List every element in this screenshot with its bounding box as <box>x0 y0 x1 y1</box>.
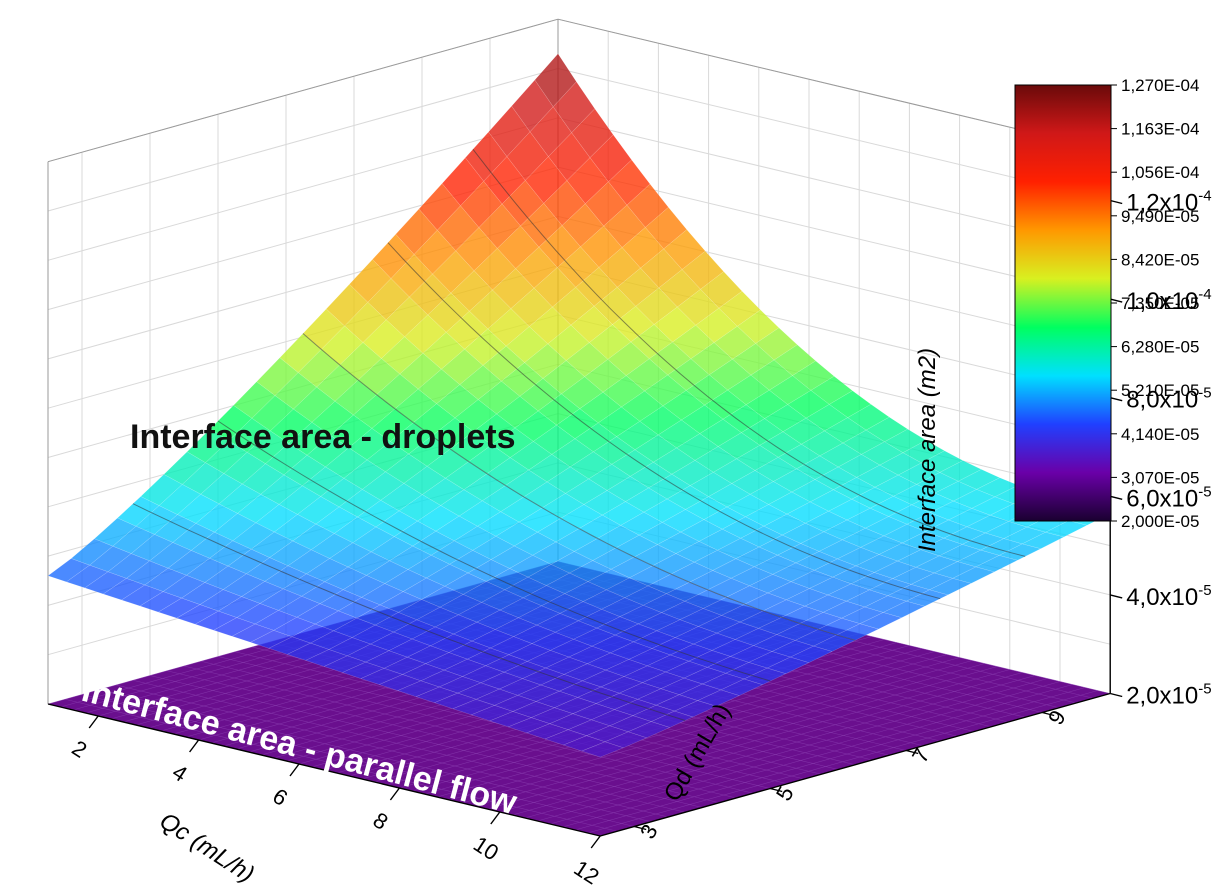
surface-cell <box>581 741 624 758</box>
floor-mesh-line <box>132 679 686 813</box>
x-tick <box>389 787 400 801</box>
x-axis-line <box>47 703 601 837</box>
colorbar-label: 9,490E-05 <box>1121 207 1199 226</box>
surface-cell <box>766 656 810 674</box>
y-axis-line <box>600 692 1111 837</box>
z-tick-label: 1,0x10-4 <box>1126 286 1211 315</box>
floor-mesh-line <box>149 675 703 808</box>
z-tick-exponent: -5 <box>1198 483 1211 500</box>
colorbar: 1,270E-04 1,163E-04 1,056E-04 9,490E-05 8,42… <box>1014 76 1199 531</box>
z-tick-label: 2,0x10-5 <box>1126 681 1211 710</box>
y-tick <box>770 787 783 793</box>
x-tick-label: 10 <box>469 831 503 865</box>
z-axis-title: Interface area (m2) <box>914 348 941 552</box>
y-tick-label: 5 <box>771 782 799 805</box>
y-tick-label: 9 <box>1043 706 1071 729</box>
z-tick-label: 1,2x10-4 <box>1126 188 1211 217</box>
z-tick <box>1110 495 1123 500</box>
y-tick-label: 3 <box>635 820 663 843</box>
colorbar-label: 6,280E-05 <box>1121 338 1199 357</box>
surface-cell <box>789 645 833 663</box>
z-tick <box>1110 692 1123 698</box>
floor-mesh-line <box>81 694 635 827</box>
colorbar-label: 8,420E-05 <box>1121 250 1199 269</box>
colorbar-label: 1,163E-04 <box>1121 120 1199 139</box>
x-tick <box>289 763 300 777</box>
z-tick <box>1110 397 1123 402</box>
z-tick-label: 8,0x10-5 <box>1126 385 1211 414</box>
x-tick <box>88 715 99 729</box>
floor-mesh-line <box>183 665 737 799</box>
surface-contour <box>302 333 856 641</box>
z-tick <box>1110 298 1123 303</box>
box-edge <box>47 18 559 163</box>
z-tick-exponent: -5 <box>1198 385 1211 402</box>
colorbar-label: 1,270E-04 <box>1121 76 1199 95</box>
x-tick-label: 12 <box>569 855 603 889</box>
z-tick-exponent: -4 <box>1198 188 1211 205</box>
colorbar-label: 1,056E-04 <box>1121 163 1199 182</box>
floor-mesh-line <box>217 656 771 789</box>
y-tick-label: 7 <box>907 744 935 767</box>
grid-line-z <box>47 117 559 261</box>
floor-mesh-line <box>98 689 652 823</box>
surface-cell <box>882 600 926 618</box>
surface-contour <box>387 242 941 600</box>
z-tick-exponent: -4 <box>1198 286 1211 303</box>
grid-line-z <box>47 68 559 212</box>
z-tick-exponent: -5 <box>1198 681 1211 698</box>
z-tick-exponent: -5 <box>1198 582 1211 599</box>
floor-mesh-line <box>166 670 720 804</box>
x-axis-title: Qc (mL/h) <box>155 807 259 888</box>
surface-cell <box>952 566 995 584</box>
colorbar-label: 5,210E-05 <box>1121 381 1199 400</box>
z-tick <box>1110 594 1123 599</box>
x-tick-label: 2 <box>67 735 91 763</box>
z-tick <box>1110 199 1123 205</box>
colorbar-bar <box>1014 84 1112 522</box>
y-tick <box>906 749 919 755</box>
floor-mesh-line <box>200 660 754 794</box>
y-tick <box>634 825 647 831</box>
x-tick <box>590 835 601 849</box>
y-tick <box>1042 711 1055 717</box>
floor-mesh-line <box>115 684 669 818</box>
droplets-surface <box>47 53 1111 758</box>
x-tick <box>189 739 200 753</box>
annotation-droplets: Interface area - droplets <box>130 418 515 456</box>
x-tick-label: 6 <box>268 783 292 811</box>
surface-cell <box>743 667 787 685</box>
surface-contour <box>132 503 686 721</box>
x-tick-label: 8 <box>369 807 393 835</box>
colorbar-label: 3,070E-05 <box>1121 468 1199 487</box>
surface-contour <box>472 148 1026 557</box>
surface-contour <box>217 420 771 682</box>
x-tick <box>490 811 501 825</box>
colorbar-label: 4,140E-05 <box>1121 425 1199 444</box>
surface-cell <box>627 721 671 739</box>
colorbar-label: 7,350E-05 <box>1121 294 1199 313</box>
x-tick-label: 4 <box>168 759 192 787</box>
z-tick-label: 6,0x10-5 <box>1126 483 1211 512</box>
colorbar-label: 2,000E-05 <box>1121 512 1199 531</box>
floor-mesh-line <box>64 698 618 832</box>
surface-cell <box>975 555 1019 573</box>
z-tick-label: 4,0x10-5 <box>1126 582 1211 611</box>
surface-cell <box>697 689 740 707</box>
